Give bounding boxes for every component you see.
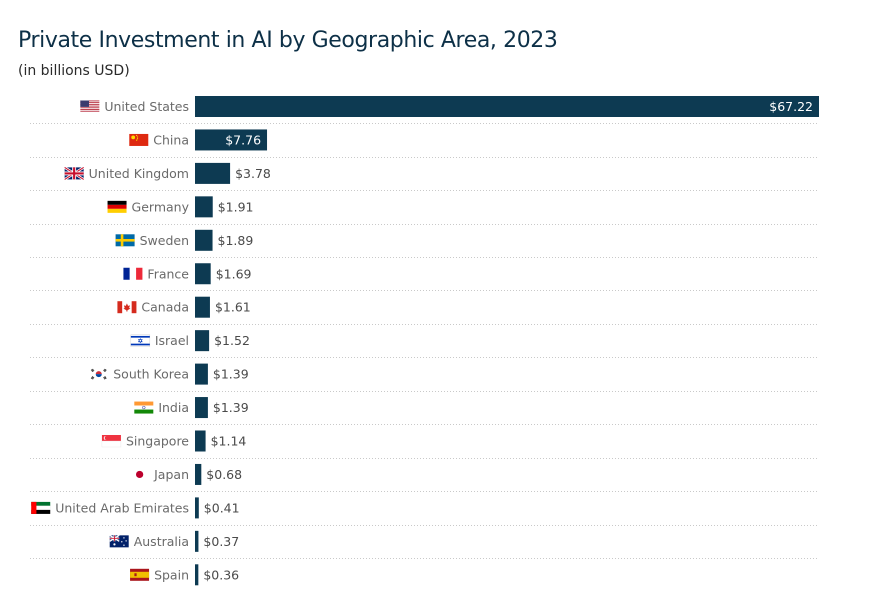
germany-flag-icon bbox=[107, 200, 127, 213]
bar-united-kingdom bbox=[195, 162, 231, 184]
canada-flag-icon bbox=[117, 301, 137, 314]
category-label: Singapore bbox=[126, 434, 189, 449]
bar-australia bbox=[195, 530, 199, 552]
bar-israel bbox=[195, 330, 210, 352]
data-label: $1.69 bbox=[216, 266, 252, 281]
data-label: $0.37 bbox=[203, 534, 239, 549]
data-label: $1.91 bbox=[218, 199, 254, 214]
uae-flag-icon bbox=[31, 501, 51, 514]
bar-india bbox=[195, 397, 208, 419]
bar-south-korea bbox=[195, 363, 208, 385]
bar-germany bbox=[195, 196, 213, 218]
category-label: Israel bbox=[155, 333, 189, 348]
bar-canada bbox=[195, 296, 210, 318]
china-flag-icon bbox=[129, 133, 149, 146]
data-label: $0.68 bbox=[206, 467, 242, 482]
bar-france bbox=[195, 263, 211, 285]
category-label: United Kingdom bbox=[89, 166, 189, 181]
data-label: $0.41 bbox=[204, 500, 240, 515]
bar-japan bbox=[195, 463, 202, 485]
israel-flag-icon bbox=[130, 334, 151, 347]
sweden-flag-icon bbox=[115, 234, 135, 247]
uk-flag-icon bbox=[63, 166, 85, 181]
chart-subtitle: (in billions USD) bbox=[18, 63, 130, 79]
category-label: France bbox=[147, 266, 189, 281]
bar-china bbox=[195, 129, 268, 151]
bar-united-states bbox=[195, 96, 819, 117]
spain-flag-icon bbox=[130, 568, 150, 581]
bar-united-arab-emirates bbox=[195, 497, 199, 519]
category-label: Australia bbox=[134, 534, 189, 549]
data-label: $1.52 bbox=[214, 333, 250, 348]
data-label: $1.39 bbox=[213, 367, 249, 382]
france-flag-icon bbox=[123, 267, 143, 280]
category-label: China bbox=[153, 132, 189, 147]
singapore-flag-icon bbox=[101, 435, 122, 448]
data-label: $1.89 bbox=[218, 233, 254, 248]
us-flag-icon bbox=[80, 100, 100, 113]
category-label: Germany bbox=[132, 199, 190, 214]
india-flag-icon bbox=[134, 401, 154, 414]
category-label: Spain bbox=[154, 567, 189, 582]
bar-sweden bbox=[195, 229, 213, 251]
data-label: $3.78 bbox=[235, 166, 271, 181]
category-label: Japan bbox=[153, 467, 189, 482]
australia-flag-icon bbox=[109, 534, 129, 548]
bar-singapore bbox=[195, 430, 206, 452]
japan-flag-icon bbox=[130, 468, 150, 481]
category-label: United Arab Emirates bbox=[55, 500, 189, 515]
category-label: Sweden bbox=[140, 233, 189, 248]
data-label: $0.36 bbox=[203, 567, 239, 582]
data-label: $1.39 bbox=[213, 400, 249, 415]
category-label: South Korea bbox=[113, 367, 189, 382]
bar-spain bbox=[195, 564, 199, 586]
data-label: $1.61 bbox=[215, 300, 251, 315]
data-label: $7.76 bbox=[225, 132, 261, 147]
category-label: Canada bbox=[141, 300, 189, 315]
data-label: $1.14 bbox=[211, 434, 247, 449]
south-korea-flag-icon bbox=[89, 368, 109, 381]
category-label: United States bbox=[104, 99, 189, 114]
category-label: India bbox=[158, 400, 189, 415]
data-label: $67.22 bbox=[769, 99, 813, 114]
chart-title: Private Investment in AI by Geographic A… bbox=[18, 28, 558, 53]
